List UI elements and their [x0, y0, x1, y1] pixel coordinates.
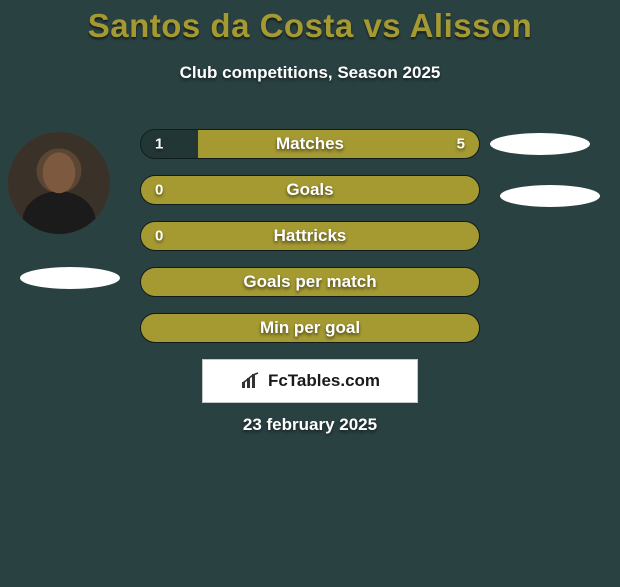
brand-text: FcTables.com: [268, 371, 380, 391]
stat-right-value: 5: [457, 136, 465, 153]
stat-left-value: 0: [155, 228, 163, 245]
stat-row: Goals 0: [140, 175, 480, 205]
stat-row: Min per goal: [140, 313, 480, 343]
page-title: Santos da Costa vs Alisson: [0, 7, 620, 45]
player-left-flag: [20, 267, 120, 289]
player-left-avatar: [8, 132, 110, 234]
player-right-flag: [500, 185, 600, 207]
stat-row: Goals per match: [140, 267, 480, 297]
brand-badge: FcTables.com: [202, 359, 418, 403]
stat-left-value: 0: [155, 182, 163, 199]
stat-bars: Matches 1 5 Goals 0 Hattricks 0 Goals per match…: [140, 129, 480, 343]
stat-fill-left: [141, 130, 198, 158]
stat-label: Min per goal: [260, 318, 360, 338]
page-subtitle: Club competitions, Season 2025: [0, 63, 620, 83]
bars-icon: [240, 372, 262, 390]
stat-row: Hattricks 0: [140, 221, 480, 251]
date-line: 23 february 2025: [0, 415, 620, 435]
stat-label: Hattricks: [274, 226, 347, 246]
stat-row: Matches 1 5: [140, 129, 480, 159]
stat-label: Goals per match: [243, 272, 376, 292]
stat-label: Matches: [276, 134, 344, 154]
player-right-avatar-placeholder: [490, 133, 590, 155]
stat-label: Goals: [286, 180, 333, 200]
avatar-placeholder-icon: [8, 132, 110, 234]
stat-left-value: 1: [155, 136, 163, 153]
